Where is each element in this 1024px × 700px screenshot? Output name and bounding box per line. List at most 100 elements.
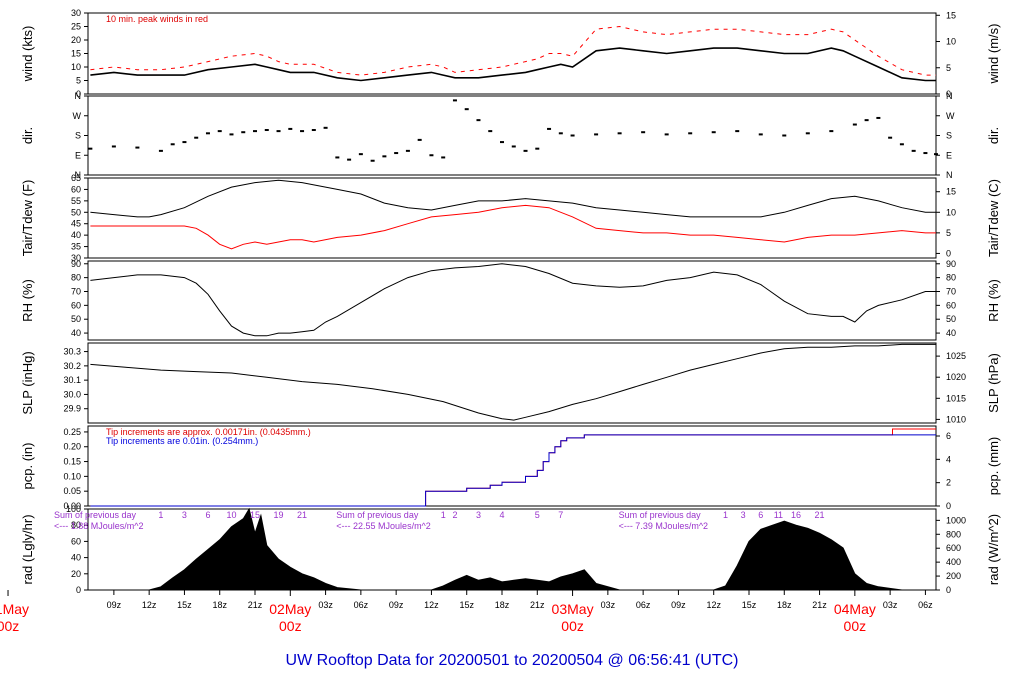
- rad-sum-label: Sum of previous day: [619, 510, 702, 520]
- temp-ytick-label-left: 60: [71, 184, 81, 194]
- dir-point: [394, 152, 399, 155]
- rad-series-area: [90, 507, 936, 591]
- x-day-label: 04May: [834, 601, 876, 617]
- slp-ytick-label-right: 1015: [946, 393, 966, 403]
- dir-point: [923, 152, 928, 155]
- wind-ytick-label-left: 25: [71, 22, 81, 32]
- dir-point: [570, 134, 575, 137]
- dir-point: [476, 119, 481, 122]
- dir-point: [876, 116, 881, 119]
- slp-frame: [87, 342, 937, 424]
- pcp-ytick-label-left: 0.10: [63, 471, 81, 481]
- wind-series-1: [90, 47, 936, 82]
- dir-point: [441, 156, 446, 159]
- x-day-label-time: 00z: [561, 618, 584, 634]
- rad-sum-label: Sum of previous day: [336, 510, 419, 520]
- dir-point: [429, 154, 434, 157]
- wind-ylabel-left: wind (kts): [20, 26, 35, 83]
- dir-point: [782, 134, 787, 137]
- dir-point: [888, 136, 893, 139]
- dir-point: [511, 145, 516, 148]
- rad-hour-mark: 6: [205, 510, 210, 520]
- dir-ytick-label-left: N: [75, 170, 82, 180]
- rad-ylabel-left: rad (Lgly/hr): [20, 514, 35, 584]
- rad-hour-mark: 19: [274, 510, 284, 520]
- rad-hour-mark: 2: [452, 510, 457, 520]
- dir-point: [300, 130, 305, 133]
- rad-ylabel-right: rad (W/m^2): [986, 514, 1001, 585]
- dir-point: [911, 149, 916, 152]
- slp-ylabel-right: SLP (hPa): [986, 353, 1001, 413]
- rad-ytick-label-right: 0: [946, 585, 951, 595]
- x-tick-label: 09z: [671, 600, 686, 610]
- x-day-label: 03May: [552, 601, 594, 617]
- pcp-ylabel-left: pcp. (in): [20, 443, 35, 490]
- dir-point: [805, 132, 810, 135]
- dir-point: [158, 149, 163, 152]
- wind-series-2: [90, 25, 936, 76]
- dir-ytick-label-left: N: [75, 91, 82, 101]
- dir-point: [523, 149, 528, 152]
- rh-ytick-label-left: 90: [71, 259, 81, 269]
- dir-point: [758, 133, 763, 136]
- temp-ytick-label-right: 5: [946, 228, 951, 238]
- rad-ytick-label-left: 80: [71, 520, 81, 530]
- dir-point: [617, 132, 622, 135]
- pcp-ytick-label-right: 4: [946, 454, 951, 464]
- wind-ytick-label-left: 0: [76, 89, 81, 99]
- x-tick-label: 12z: [142, 600, 157, 610]
- dir-point: [594, 133, 599, 136]
- rad-hour-mark: 11: [774, 510, 783, 520]
- rad-hour-mark: 1: [441, 510, 446, 520]
- dir-point: [323, 126, 328, 129]
- dir-point: [229, 133, 234, 136]
- dir-ytick-label-right: E: [946, 150, 952, 160]
- slp-ytick-label-right: 1020: [946, 372, 966, 382]
- x-tick-label: 15z: [177, 600, 192, 610]
- dir-ylabel-left: dir.: [20, 127, 35, 144]
- chart-title: UW Rooftop Data for 20200501 to 20200504…: [286, 652, 739, 669]
- rh-frame: [87, 260, 937, 341]
- rad-ytick-label-right: 1000: [946, 515, 966, 525]
- dir-point: [382, 155, 387, 158]
- x-day-label-time: 00z: [844, 618, 867, 634]
- rh-ytick-label-right: 70: [946, 286, 956, 296]
- dir-point: [488, 130, 493, 133]
- rh-ytick-label-right: 60: [946, 300, 956, 310]
- dir-ytick-label-right: N: [946, 170, 953, 180]
- dir-point: [452, 99, 457, 102]
- x-tick-label: 06z: [918, 600, 933, 610]
- dir-point: [864, 119, 869, 122]
- rad-ytick-label-right: 400: [946, 557, 961, 567]
- rh-panel: 40 50 60 70 80 90 40 50 60 70 80 90 RH (%) RH (%): [20, 259, 1001, 341]
- dir-point: [500, 141, 505, 144]
- dir-point: [405, 149, 410, 152]
- dir-point: [194, 136, 199, 139]
- rh-ytick-label-left: 80: [71, 273, 81, 283]
- x-day-label: 01May: [0, 601, 29, 617]
- x-tick-label: 15z: [742, 600, 757, 610]
- rad-sum-value: <--- 22.55 MJoules/m^2: [336, 521, 431, 531]
- wind-ytick-label-left: 20: [71, 35, 81, 45]
- rh-ylabel-left: RH (%): [20, 279, 35, 322]
- dir-point: [664, 133, 669, 136]
- rad-hour-mark: 21: [297, 510, 307, 520]
- dir-point: [264, 129, 269, 132]
- pcp-series-2: [90, 434, 936, 507]
- rad-ytick-label-left: 40: [71, 553, 81, 563]
- x-tick-label: 06z: [636, 600, 651, 610]
- x-tick-label: 09z: [389, 600, 404, 610]
- dir-ytick-label-right: N: [946, 91, 953, 101]
- slp-ytick-label-left: 30.3: [63, 347, 81, 357]
- rad-hour-mark: 5: [535, 510, 540, 520]
- pcp-ytick-label-left: 0.00: [63, 501, 81, 511]
- dir-frame: [87, 95, 937, 176]
- dir-point: [370, 159, 375, 162]
- rad-ytick-label-right: 200: [946, 571, 961, 581]
- dir-ytick-label-right: S: [946, 131, 952, 141]
- rad-hour-mark: 1: [723, 510, 728, 520]
- dir-point: [829, 130, 834, 133]
- rh-ytick-label-right: 80: [946, 273, 956, 283]
